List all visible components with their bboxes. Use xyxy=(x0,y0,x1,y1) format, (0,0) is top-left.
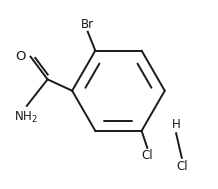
Text: H: H xyxy=(172,118,181,131)
Text: Br: Br xyxy=(81,18,94,31)
Text: Cl: Cl xyxy=(176,160,187,173)
Text: O: O xyxy=(15,50,25,63)
Text: NH$_2$: NH$_2$ xyxy=(14,110,38,125)
Text: Cl: Cl xyxy=(141,149,153,162)
